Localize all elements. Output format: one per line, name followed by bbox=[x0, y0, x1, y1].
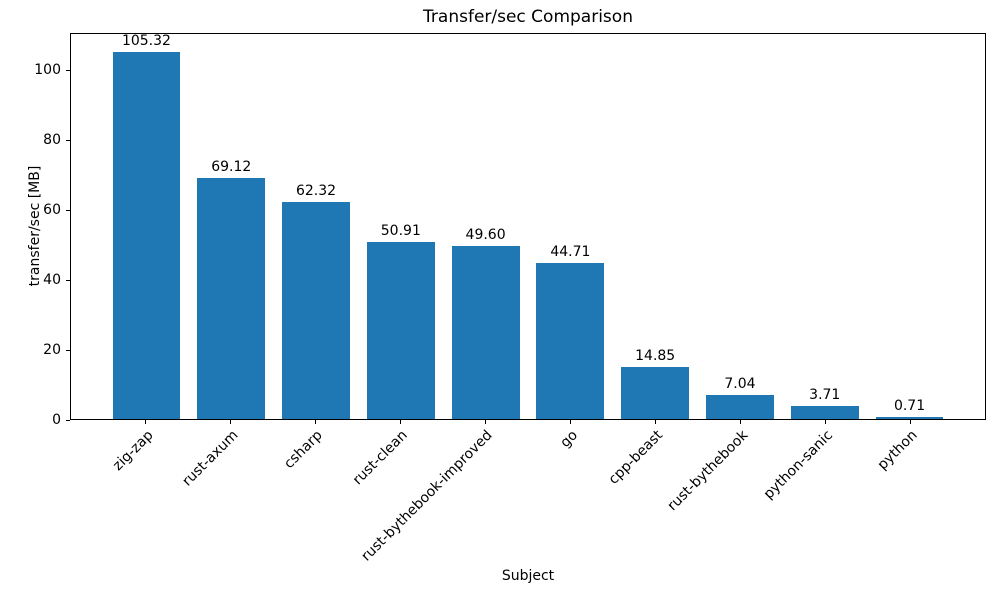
bar-rust-axum bbox=[197, 178, 266, 419]
x-tick-mark bbox=[230, 420, 232, 424]
bar-value-label: 0.71 bbox=[893, 397, 926, 414]
x-tick-label: python-sanic bbox=[760, 427, 836, 503]
y-tick-label: 60 bbox=[43, 202, 61, 219]
y-tick-mark bbox=[66, 419, 70, 421]
y-tick-label: 80 bbox=[43, 132, 61, 149]
x-tick-mark bbox=[739, 420, 741, 424]
bar-value-label: 44.71 bbox=[550, 244, 591, 261]
x-tick-label: cpp-beast bbox=[605, 427, 667, 488]
x-tick-label: zig-zap bbox=[109, 427, 157, 474]
x-tick-label: csharp bbox=[281, 427, 327, 472]
bar-rust-clean bbox=[366, 241, 435, 419]
bar-value-label: 105.32 bbox=[121, 33, 171, 50]
bar-value-label: 3.71 bbox=[809, 387, 841, 404]
bar-python bbox=[875, 416, 944, 419]
x-tick-mark bbox=[569, 420, 571, 424]
bar-go bbox=[536, 263, 605, 419]
y-tick-mark bbox=[66, 209, 70, 211]
x-tick-mark bbox=[909, 420, 911, 424]
bar-value-label: 7.04 bbox=[724, 375, 756, 392]
x-tick-label: rust-clean bbox=[350, 427, 412, 489]
y-tick-label: 0 bbox=[52, 412, 61, 428]
x-tick-label: go bbox=[557, 427, 582, 451]
x-axis-label: Subject bbox=[501, 568, 555, 584]
chart-title: Transfer/sec Comparison bbox=[423, 7, 633, 27]
y-axis-ticks: 0 20 40 60 80 100 bbox=[0, 33, 70, 428]
plot-area: 105.32 69.12 62.32 50.91 49.60 44.71 14.85 7.04… bbox=[70, 33, 986, 420]
x-axis-ticks: zig-zap rust-axum csharp rust-clean rust-byt… bbox=[70, 420, 986, 570]
x-tick-mark bbox=[824, 420, 826, 424]
bar-csharp bbox=[282, 202, 350, 419]
bar-python-sanic bbox=[790, 406, 859, 419]
y-tick-mark bbox=[66, 139, 70, 141]
y-tick-mark bbox=[66, 69, 70, 71]
bar-value-label: 69.12 bbox=[211, 159, 252, 176]
x-tick-mark bbox=[654, 420, 656, 424]
x-tick-label: rust-bythebook bbox=[664, 427, 752, 515]
y-tick-label: 40 bbox=[43, 272, 61, 289]
bar-rust-bythebook-improved bbox=[451, 246, 520, 419]
x-tick-mark bbox=[485, 420, 486, 424]
x-tick-label: python bbox=[875, 427, 921, 474]
bar-zig-zap bbox=[112, 52, 181, 419]
x-tick-mark bbox=[145, 420, 147, 424]
y-tick-mark bbox=[66, 279, 70, 281]
x-tick-mark bbox=[315, 420, 317, 424]
y-tick-label: 20 bbox=[43, 342, 61, 359]
x-tick-mark bbox=[400, 420, 402, 424]
bar-rust-bythebook bbox=[706, 394, 774, 419]
bar-cpp-beast bbox=[621, 367, 690, 419]
bar-value-label: 14.85 bbox=[635, 348, 676, 365]
x-tick-label: rust-axum bbox=[179, 427, 242, 490]
bar-value-label: 50.91 bbox=[380, 222, 421, 239]
y-tick-label: 100 bbox=[34, 62, 61, 79]
y-tick-mark bbox=[66, 349, 70, 351]
bar-value-label: 62.32 bbox=[295, 183, 337, 200]
bar-value-label: 49.60 bbox=[465, 227, 506, 244]
